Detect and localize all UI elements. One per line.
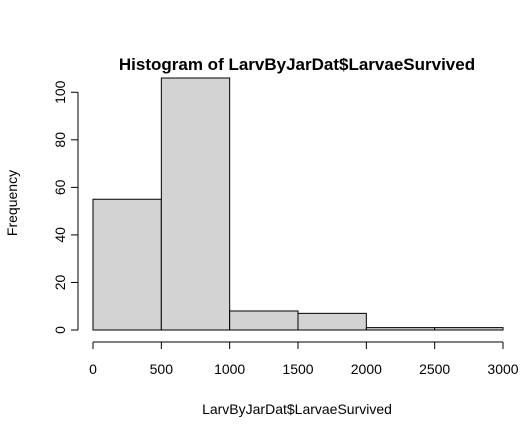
histogram-bar-1 xyxy=(92,198,162,331)
x-axis: 0 500 1000 1500 2000 2500 3000 xyxy=(89,341,519,377)
y-tick-label: 80 xyxy=(52,132,68,148)
x-tick-label: 1000 xyxy=(214,361,245,377)
y-tick-label: 20 xyxy=(52,274,68,290)
x-tick-label: 2000 xyxy=(351,361,382,377)
y-axis-label: Frequency xyxy=(4,170,20,236)
histogram-bar-2 xyxy=(160,77,231,331)
y-tick-label: 100 xyxy=(52,80,68,104)
x-tick-label: 2500 xyxy=(419,361,450,377)
y-axis: 0 20 40 60 80 100 xyxy=(52,80,79,334)
x-tick-label: 3000 xyxy=(487,361,518,377)
chart-title: Histogram of LarvByJarDat$LarvaeSurvived xyxy=(119,55,475,74)
x-tick-label: 1500 xyxy=(282,361,313,377)
histogram-bar-4 xyxy=(297,312,367,331)
y-tick-label: 60 xyxy=(52,179,68,195)
x-axis-label: LarvByJarDat$LarvaeSurvived xyxy=(202,401,392,417)
x-tick-label: 0 xyxy=(89,361,97,377)
x-tick-label: 500 xyxy=(150,361,174,377)
histogram-bar-5 xyxy=(365,327,436,331)
y-tick-label: 40 xyxy=(52,227,68,243)
y-tick-label: 0 xyxy=(52,326,68,334)
histogram-bar-3 xyxy=(229,310,299,331)
bars-group xyxy=(92,77,504,331)
histogram-bar-6 xyxy=(434,327,504,331)
